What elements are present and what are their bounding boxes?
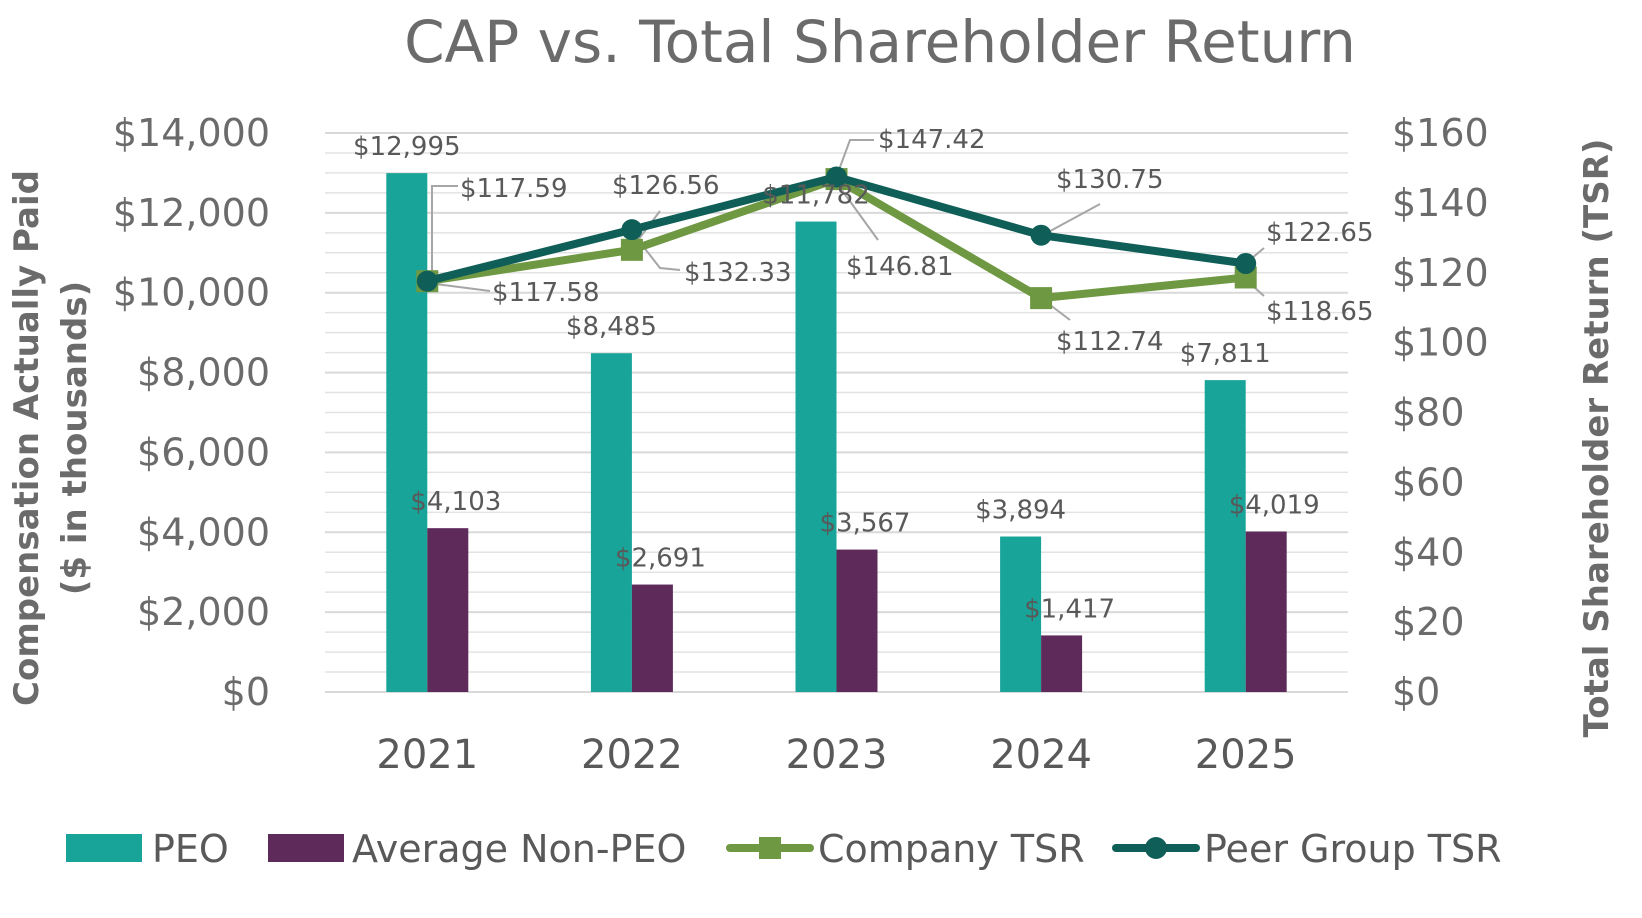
tsr-label-leader-line (1040, 203, 1101, 237)
tsr-label-leader-line (427, 282, 491, 292)
right-axis-title: Total Shareholder Return (TSR) (1577, 139, 1617, 738)
right-tick-label: $60 (1392, 460, 1465, 504)
right-tick-label: $120 (1392, 251, 1489, 295)
peo-bar (1204, 380, 1246, 692)
left-tick-label: $14,000 (113, 111, 270, 155)
non-peo-bar-label: $4,103 (410, 487, 501, 517)
x-tick-label: 2022 (581, 732, 683, 778)
company-tsr-label: $126.56 (612, 171, 720, 201)
legend-swatch-peo (66, 834, 142, 862)
peo-bar-label: $7,811 (1180, 339, 1271, 369)
legend: PEO Average Non-PEO Company TSR Peer Group … (66, 827, 1502, 871)
peer-group-tsr-point (826, 166, 847, 188)
legend-label: PEO (152, 827, 229, 871)
legend-marker-peer-group-tsr (1145, 837, 1167, 859)
line-layer (416, 166, 1257, 310)
tsr-label-leader-line (428, 185, 458, 284)
legend-label: Company TSR (818, 827, 1085, 871)
left-tick-label: $10,000 (113, 271, 270, 315)
non-peo-bar (1041, 635, 1083, 692)
right-tick-label: $80 (1392, 391, 1465, 435)
peer-group-tsr-label: $132.33 (684, 258, 792, 288)
legend-marker-company-tsr (759, 837, 781, 859)
tsr-label-leader-line (835, 181, 879, 241)
company-tsr-point (1030, 287, 1053, 310)
company-tsr-label: $112.74 (1056, 327, 1164, 357)
peo-bar-label: $12,995 (353, 132, 461, 162)
peer-group-tsr-label: $130.75 (1056, 165, 1164, 195)
peer-group-tsr-label: $122.65 (1266, 218, 1374, 248)
peo-bar (386, 173, 428, 692)
non-peo-bar (836, 549, 878, 692)
right-tick-label: $20 (1392, 600, 1465, 644)
peer-group-tsr-point (1235, 252, 1257, 274)
company-tsr-point (620, 238, 643, 261)
legend-swatch-non-peo (268, 834, 344, 862)
label-layer: $12,995 $8,485 $11,782 $3,894 $7,811 $4,103 $2… (353, 125, 1373, 624)
peer-group-tsr-point (621, 219, 643, 241)
left-tick-label: $0 (222, 670, 270, 714)
right-tick-label: $40 (1392, 530, 1465, 574)
peo-bar (795, 221, 837, 692)
x-tick-label: 2023 (786, 732, 888, 778)
non-peo-bar-label: $3,567 (820, 509, 911, 539)
peo-bar (1000, 536, 1042, 692)
peer-group-tsr-label: $117.59 (460, 174, 568, 204)
right-tick-label: $0 (1392, 670, 1440, 714)
bar-layer (386, 173, 1287, 692)
company-tsr-label: $146.81 (846, 252, 954, 282)
left-axis-title-line2: ($ in thousands) (55, 281, 95, 595)
peo-bar-label: $11,782 (762, 181, 870, 211)
company-tsr-label: $117.58 (492, 278, 600, 308)
left-tick-label: $6,000 (137, 430, 270, 474)
non-peo-bar (427, 528, 469, 692)
tsr-label-leader-line (835, 139, 874, 179)
peo-bar-label: $8,485 (566, 312, 657, 342)
left-tick-label: $2,000 (137, 590, 270, 634)
non-peo-bar-label: $1,417 (1024, 594, 1115, 624)
left-tick-label: $4,000 (137, 510, 270, 554)
left-axis-title-line1: Compensation Actually Paid (7, 170, 47, 706)
right-tick-label: $140 (1392, 181, 1489, 225)
peer-group-tsr-point (1030, 224, 1052, 246)
left-tick-label: $8,000 (137, 351, 270, 395)
right-tick-label: $100 (1392, 321, 1489, 365)
right-tick-label: $160 (1392, 111, 1489, 155)
peer-group-tsr-label: $147.42 (878, 125, 986, 155)
company-tsr-label: $118.65 (1266, 297, 1374, 327)
x-tick-label: 2021 (376, 732, 478, 778)
peer-group-tsr-point (416, 270, 438, 292)
non-peo-bar (631, 584, 673, 692)
non-peo-bar-label: $2,691 (615, 544, 706, 574)
tick-layer: $0 $2,000 $4,000 $6,000 $8,000 $10,000 $12,000… (113, 111, 1489, 778)
peo-bar (590, 353, 632, 692)
left-tick-label: $12,000 (113, 191, 270, 235)
non-peo-bar (1245, 531, 1287, 692)
chart-title: CAP vs. Total Shareholder Return (404, 8, 1356, 76)
legend-label: Average Non-PEO (352, 827, 686, 871)
legend-label: Peer Group TSR (1204, 827, 1502, 871)
x-tick-label: 2025 (1195, 732, 1297, 778)
non-peo-bar-label: $4,019 (1229, 491, 1320, 521)
peo-bar-label: $3,894 (975, 496, 1066, 526)
x-tick-label: 2024 (990, 732, 1092, 778)
